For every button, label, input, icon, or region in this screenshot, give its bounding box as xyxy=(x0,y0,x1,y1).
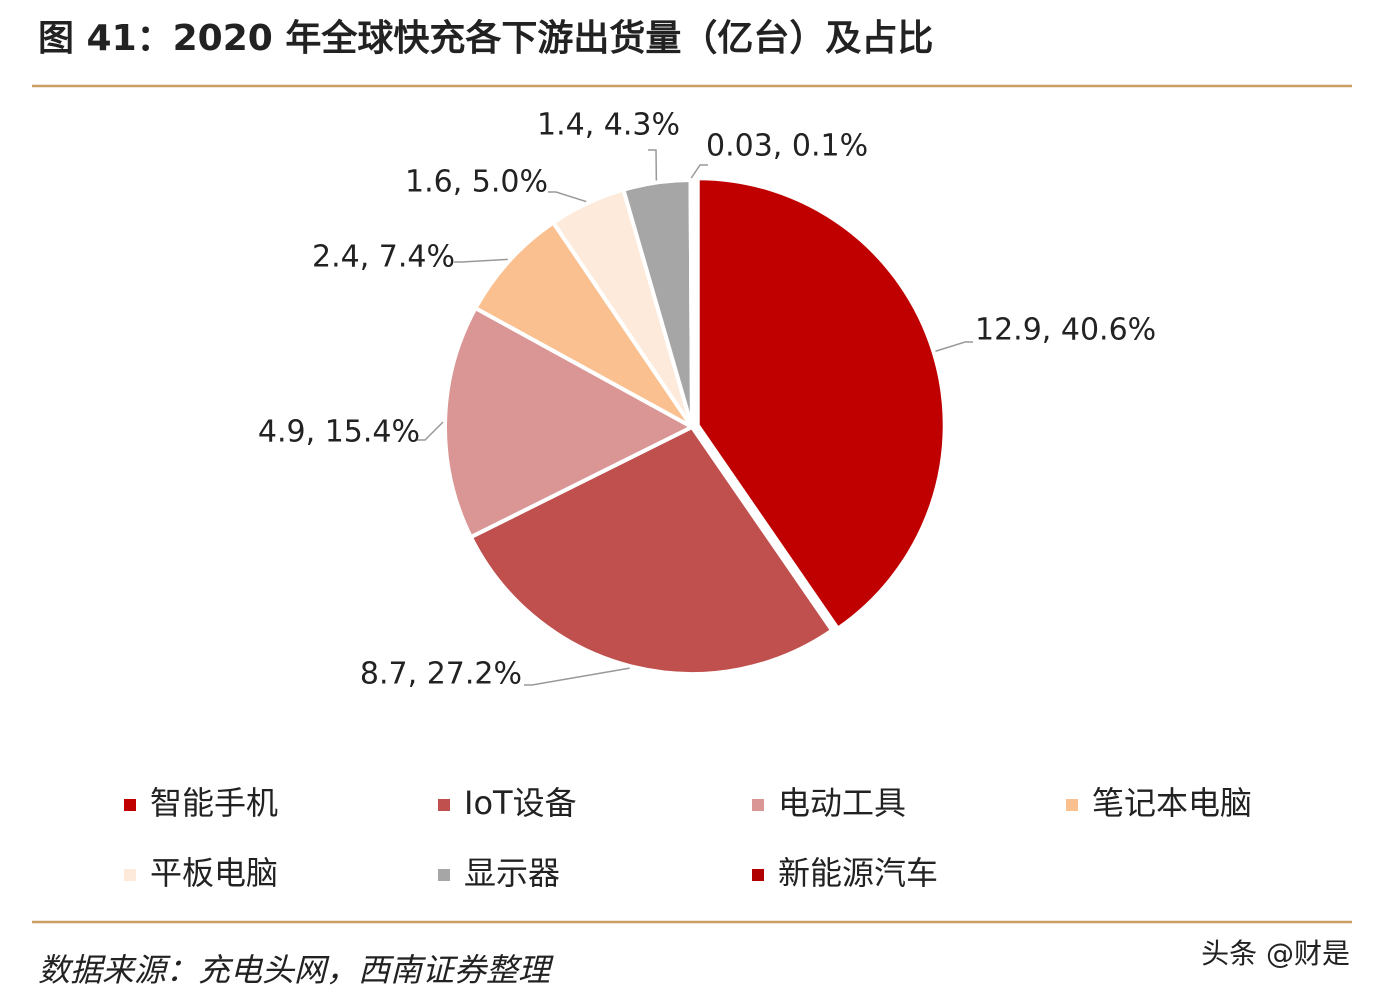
legend-label: IoT设备 xyxy=(464,784,577,822)
leader-line xyxy=(524,667,630,686)
legend-swatch xyxy=(752,869,764,881)
pie-slice xyxy=(468,424,835,676)
chart-title: 图 41：2020 年全球快充各下游出货量（亿台）及占比 xyxy=(38,17,933,59)
data-label: 1.6, 5.0% xyxy=(405,165,548,200)
legend-swatch xyxy=(438,869,450,881)
pie-slice xyxy=(695,176,947,632)
data-label: 8.7, 27.2% xyxy=(360,657,522,692)
legend-label: 新能源汽车 xyxy=(778,854,938,892)
pie-slice xyxy=(688,177,694,428)
leader-line xyxy=(417,421,444,441)
leader-line xyxy=(935,341,973,352)
leader-line xyxy=(548,191,587,203)
leader-line xyxy=(690,164,708,179)
data-label: 0.03, 0.1% xyxy=(706,129,868,164)
legend-swatch xyxy=(752,799,764,811)
pie-slice xyxy=(443,305,697,540)
pie-slice xyxy=(472,219,694,429)
legend-label: 平板电脑 xyxy=(150,854,278,892)
data-label: 2.4, 7.4% xyxy=(312,240,455,275)
legend-swatch xyxy=(1066,799,1078,811)
data-label: 4.9, 15.4% xyxy=(258,415,420,450)
data-label: 12.9, 40.6% xyxy=(975,313,1156,348)
leader-line xyxy=(648,149,658,181)
legend-label: 电动工具 xyxy=(778,784,906,822)
watermark: 头条 @财是 xyxy=(1201,937,1350,970)
leader-line xyxy=(454,258,508,263)
source-note: 数据来源：充电头网，西南证券整理 xyxy=(38,951,554,989)
legend-label: 笔记本电脑 xyxy=(1092,784,1252,822)
data-label: 1.4, 4.3% xyxy=(537,108,680,143)
legend-swatch xyxy=(438,799,450,811)
legend-label: 智能手机 xyxy=(150,784,278,822)
legend-label: 显示器 xyxy=(464,854,560,892)
legend-swatch xyxy=(124,799,136,811)
legend-swatch xyxy=(124,869,136,881)
